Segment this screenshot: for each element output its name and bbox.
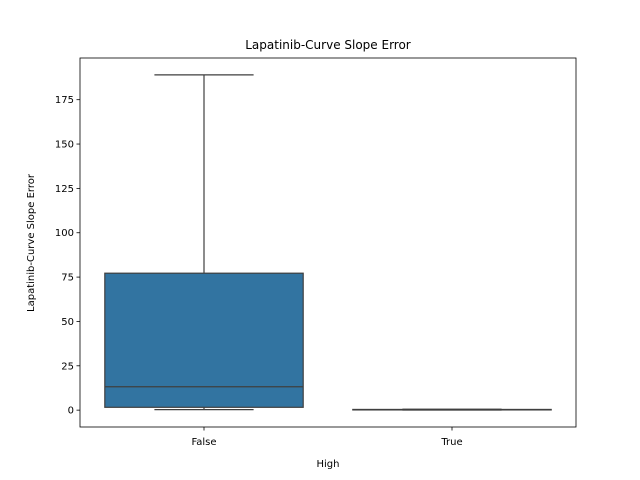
y-axis-label: Lapatinib-Curve Slope Error	[26, 173, 37, 312]
x-tick-label: False	[191, 437, 216, 448]
plot-area: 0 25 50 75 100 125 150 175 False True	[55, 57, 577, 448]
y-tick-label: 50	[61, 317, 74, 328]
y-tick-label: 25	[61, 361, 74, 372]
y-tick-label: 100	[55, 228, 74, 239]
y-tick-label: 150	[55, 140, 74, 151]
y-tick-label: 175	[55, 95, 74, 106]
y-tick-label: 0	[68, 406, 74, 417]
y-tick-label: 125	[55, 184, 74, 195]
x-axis-label: High	[317, 459, 340, 470]
axes-frame	[79, 57, 577, 428]
chart-title: Lapatinib-Curve Slope Error	[245, 38, 411, 52]
box-false	[104, 272, 304, 408]
x-tick-label: True	[440, 437, 462, 448]
y-tick-label: 75	[61, 273, 74, 284]
